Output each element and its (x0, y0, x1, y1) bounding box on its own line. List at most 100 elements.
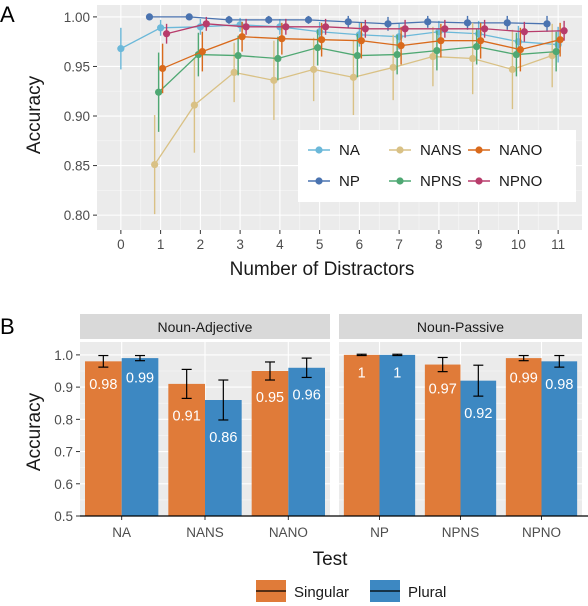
bar-data-label: 1 (393, 366, 401, 382)
y-tick-label: 0.5 (54, 509, 73, 524)
legend-label: NA (339, 142, 360, 159)
x-tick-label: NPNS (442, 525, 480, 540)
legend-item-na: NA (308, 142, 360, 159)
data-point (310, 65, 318, 74)
data-point (225, 16, 233, 24)
data-point (344, 18, 352, 26)
data-point (185, 13, 193, 21)
y-tick-label: 0.9 (54, 380, 73, 395)
bar-data-label: 0.86 (209, 430, 237, 446)
data-point (145, 13, 154, 21)
data-point (353, 51, 361, 60)
legend-label: NP (339, 173, 360, 190)
x-tick-label: NPNO (522, 525, 561, 540)
data-point (270, 76, 278, 84)
data-point (397, 42, 405, 50)
series-nans (151, 22, 556, 215)
panel-b-facets: Noun-Adjective 0.98 0.99 NA 0.91 0.86 NANS 0.95… (80, 314, 588, 540)
legend-key-point (475, 146, 483, 154)
data-point (441, 25, 449, 33)
data-point (162, 30, 171, 38)
data-point (429, 52, 437, 61)
bar-data-label: 0.92 (464, 406, 492, 422)
facet-noun-adjective: Noun-Adjective 0.98 0.99 NA 0.91 0.86 NANS 0.95… (80, 314, 330, 540)
facet-strip-label: Noun-Passive (417, 319, 504, 335)
data-point (516, 46, 524, 54)
legend-box (298, 130, 576, 202)
data-point (274, 54, 282, 63)
data-point (473, 43, 481, 51)
legend-key-point (475, 177, 483, 185)
data-point (198, 47, 206, 56)
y-tick-label: 1.0 (54, 348, 73, 363)
x-tick-label: NP (370, 525, 389, 540)
bar-singular (424, 364, 461, 516)
bar-data-label: 0.95 (256, 390, 284, 406)
data-point (424, 18, 432, 26)
y-tick-label: 0.80 (64, 208, 90, 223)
data-point (393, 50, 401, 59)
y-tick-label: 0.6 (54, 477, 73, 492)
y-tick-label: 1.00 (64, 10, 90, 25)
data-point (560, 27, 568, 35)
bar-plural (379, 354, 416, 516)
facet-strip (339, 314, 582, 339)
bar-plural (460, 380, 497, 516)
x-tick-label: 0 (117, 237, 125, 252)
legend-label: NANS (420, 142, 462, 159)
data-point (202, 20, 210, 28)
data-point (234, 51, 242, 60)
data-point (508, 65, 517, 74)
data-point (242, 23, 250, 31)
facet-strip-label: Noun-Adjective (158, 319, 253, 335)
series-nano (158, 21, 564, 94)
x-tick-label: 6 (356, 237, 364, 252)
x-tick-label: NANO (269, 525, 308, 540)
y-tick-label: 0.95 (64, 59, 90, 74)
data-point (361, 25, 369, 33)
data-point (463, 19, 472, 27)
data-point (512, 50, 521, 59)
bar-group-np: 1 1 NP (343, 353, 416, 540)
data-point (265, 16, 273, 24)
bar-singular (251, 371, 289, 516)
data-point (157, 24, 165, 32)
data-point (155, 88, 163, 96)
series-npno (162, 16, 568, 44)
series-npns (155, 28, 560, 132)
panel-b-label: B (0, 314, 15, 339)
data-point (401, 25, 409, 33)
bar-singular (85, 361, 122, 516)
legend-item-npno: NPNO (468, 173, 542, 190)
y-tick-label: 0.8 (54, 412, 73, 427)
bar-plural (288, 367, 325, 516)
y-tick-label: 0.90 (64, 109, 90, 124)
bar-group-nans: 0.91 0.86 NANS (168, 368, 242, 540)
bar-data-label: 0.97 (429, 382, 457, 398)
data-point (469, 54, 477, 63)
panel-a-legend: NA NP NANS NPNS NANO NPNO (298, 130, 576, 202)
legend-item-singular: Singular (256, 580, 349, 602)
data-point (357, 37, 365, 45)
data-point (282, 23, 290, 31)
bar-group-nano: 0.95 0.96 NANO (251, 357, 325, 540)
data-point (318, 36, 326, 44)
data-point (117, 45, 125, 53)
facet-noun-passive: Noun-Passive 1 1 NP 0.97 0.92 NPNS 0.99 0.98 NPNO (339, 314, 582, 540)
bar-group-npno: 0.99 0.98 NPNO (505, 354, 578, 540)
bar-data-label: 0.98 (89, 377, 117, 393)
legend-key-point (315, 146, 323, 154)
x-tick-label: 3 (236, 237, 244, 252)
panel-a-series (117, 13, 568, 215)
x-tick-label: 4 (276, 237, 284, 252)
data-point (278, 35, 286, 43)
bar-singular (168, 383, 205, 516)
panel-b-legend: Singular Plural (256, 580, 446, 602)
bar-data-label: 0.96 (293, 387, 321, 403)
legend-item-npns: NPNS (389, 173, 462, 190)
bar-plural (541, 361, 578, 516)
legend-label: NANO (499, 142, 542, 159)
x-tick-label: 11 (551, 237, 565, 252)
data-point (433, 46, 441, 55)
